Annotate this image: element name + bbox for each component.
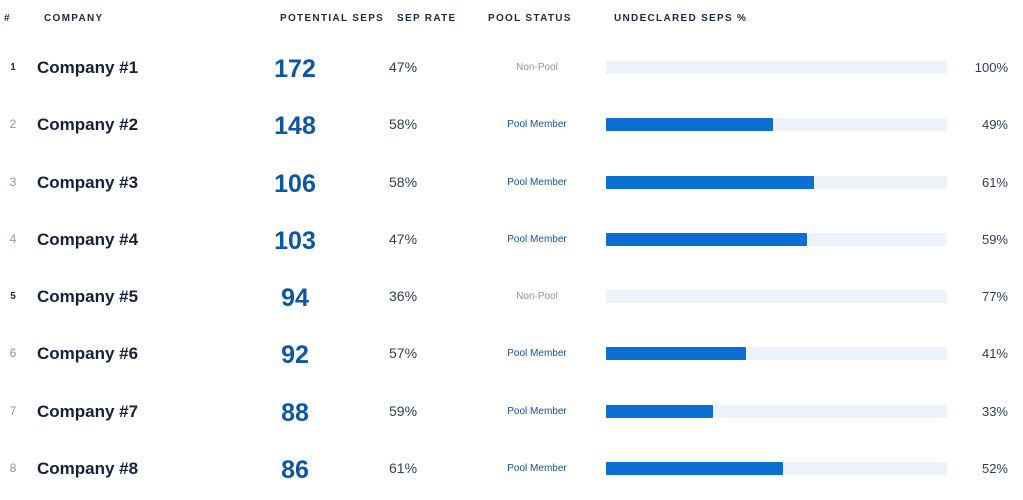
company-name[interactable]: Company #1 [37,58,139,77]
undeclared-percent: 52% [981,461,1008,477]
rank-number: 7 [9,403,17,418]
header-company[interactable]: COMPANY [44,13,104,24]
table-row[interactable]: 7 Company #7 88 59% Pool Member 33% [0,383,1023,440]
rank-number: 2 [9,117,17,132]
header-undeclared-seps[interactable]: UNDECLARED SEPS % [614,13,748,24]
sep-rate-value: 57% [389,345,418,362]
rank-number: 5 [10,291,16,303]
potential-seps-value: 92 [281,341,309,370]
company-name[interactable]: Company #7 [37,401,139,421]
rank-number: 8 [9,461,17,476]
undeclared-bar-fill [606,118,774,132]
undeclared-bar-fill [606,232,808,246]
table-header: # COMPANY POTENTIAL SEPS SEP RATE POOL S… [0,13,1023,27]
company-name[interactable]: Company #3 [37,172,139,192]
company-table: 1 Company #1 172 47% Non-Pool 100% 2 Com… [0,39,1023,497]
sep-rate-value: 58% [389,116,418,133]
undeclared-percent: 61% [981,174,1008,190]
pool-status-label: Pool Member [507,405,567,417]
undeclared-percent: 77% [981,289,1008,305]
pool-status-label: Pool Member [507,119,567,131]
rank-number: 3 [9,174,17,189]
undeclared-bar-track [606,118,947,132]
company-name[interactable]: Company #2 [37,115,139,135]
rank-number: 6 [9,346,17,361]
sep-rate-value: 58% [389,173,418,190]
potential-seps-value: 94 [281,284,309,313]
potential-seps-value: 103 [274,226,316,255]
sep-rate-value: 47% [389,59,418,75]
company-name[interactable]: Company #6 [37,344,139,364]
pool-status-label: Pool Member [507,233,567,245]
header-potential-seps[interactable]: POTENTIAL SEPS [280,13,385,24]
undeclared-bar-track [606,462,947,476]
undeclared-percent: 33% [981,403,1008,419]
table-row[interactable]: 6 Company #6 92 57% Pool Member 41% [0,325,1023,382]
undeclared-bar-track [606,175,947,189]
pool-status-label: Non-Pool [516,62,558,73]
pool-status-label: Non-Pool [516,291,558,303]
undeclared-bar-track [606,61,947,74]
potential-seps-value: 106 [274,169,316,198]
header-pool-status[interactable]: POOL STATUS [488,13,572,24]
undeclared-bar-fill [606,175,814,189]
table-row[interactable]: 2 Company #2 148 58% Pool Member 49% [0,96,1023,153]
company-name[interactable]: Company #8 [37,459,139,479]
undeclared-percent: 49% [981,117,1008,133]
header-rank: # [4,13,11,24]
company-name[interactable]: Company #5 [37,287,139,307]
table-row[interactable]: 3 Company #3 106 58% Pool Member 61% [0,154,1023,211]
rank-number: 4 [9,231,17,246]
table-row[interactable]: 1 Company #1 172 47% Non-Pool 100% [0,39,1023,96]
undeclared-percent: 41% [981,346,1008,362]
potential-seps-value: 86 [281,456,309,485]
undeclared-percent: 59% [981,231,1008,247]
sep-rate-value: 36% [389,288,418,305]
table-row[interactable]: 5 Company #5 94 36% Non-Pool 77% [0,268,1023,325]
undeclared-bar-track [606,232,947,246]
undeclared-bar-track [606,290,947,304]
undeclared-bar-fill [606,347,746,361]
rank-number: 1 [10,62,16,73]
potential-seps-value: 148 [274,112,316,141]
pool-status-label: Pool Member [507,176,567,188]
undeclared-bar-fill [606,404,714,418]
sep-rate-value: 47% [389,230,418,247]
undeclared-bar-track [606,404,947,418]
undeclared-percent: 100% [974,60,1008,75]
sep-rate-value: 61% [389,460,418,477]
pool-status-label: Pool Member [507,348,567,360]
header-sep-rate[interactable]: SEP RATE [397,13,457,24]
pool-status-label: Pool Member [507,463,567,475]
sep-rate-value: 59% [389,402,418,419]
company-name[interactable]: Company #4 [37,229,139,249]
undeclared-bar-fill [606,462,784,476]
table-row[interactable]: 4 Company #4 103 47% Pool Member 59% [0,211,1023,268]
potential-seps-value: 88 [281,398,309,427]
table-row[interactable]: 8 Company #8 86 61% Pool Member 52% [0,440,1023,497]
potential-seps-value: 172 [274,55,316,83]
undeclared-bar-track [606,347,947,361]
